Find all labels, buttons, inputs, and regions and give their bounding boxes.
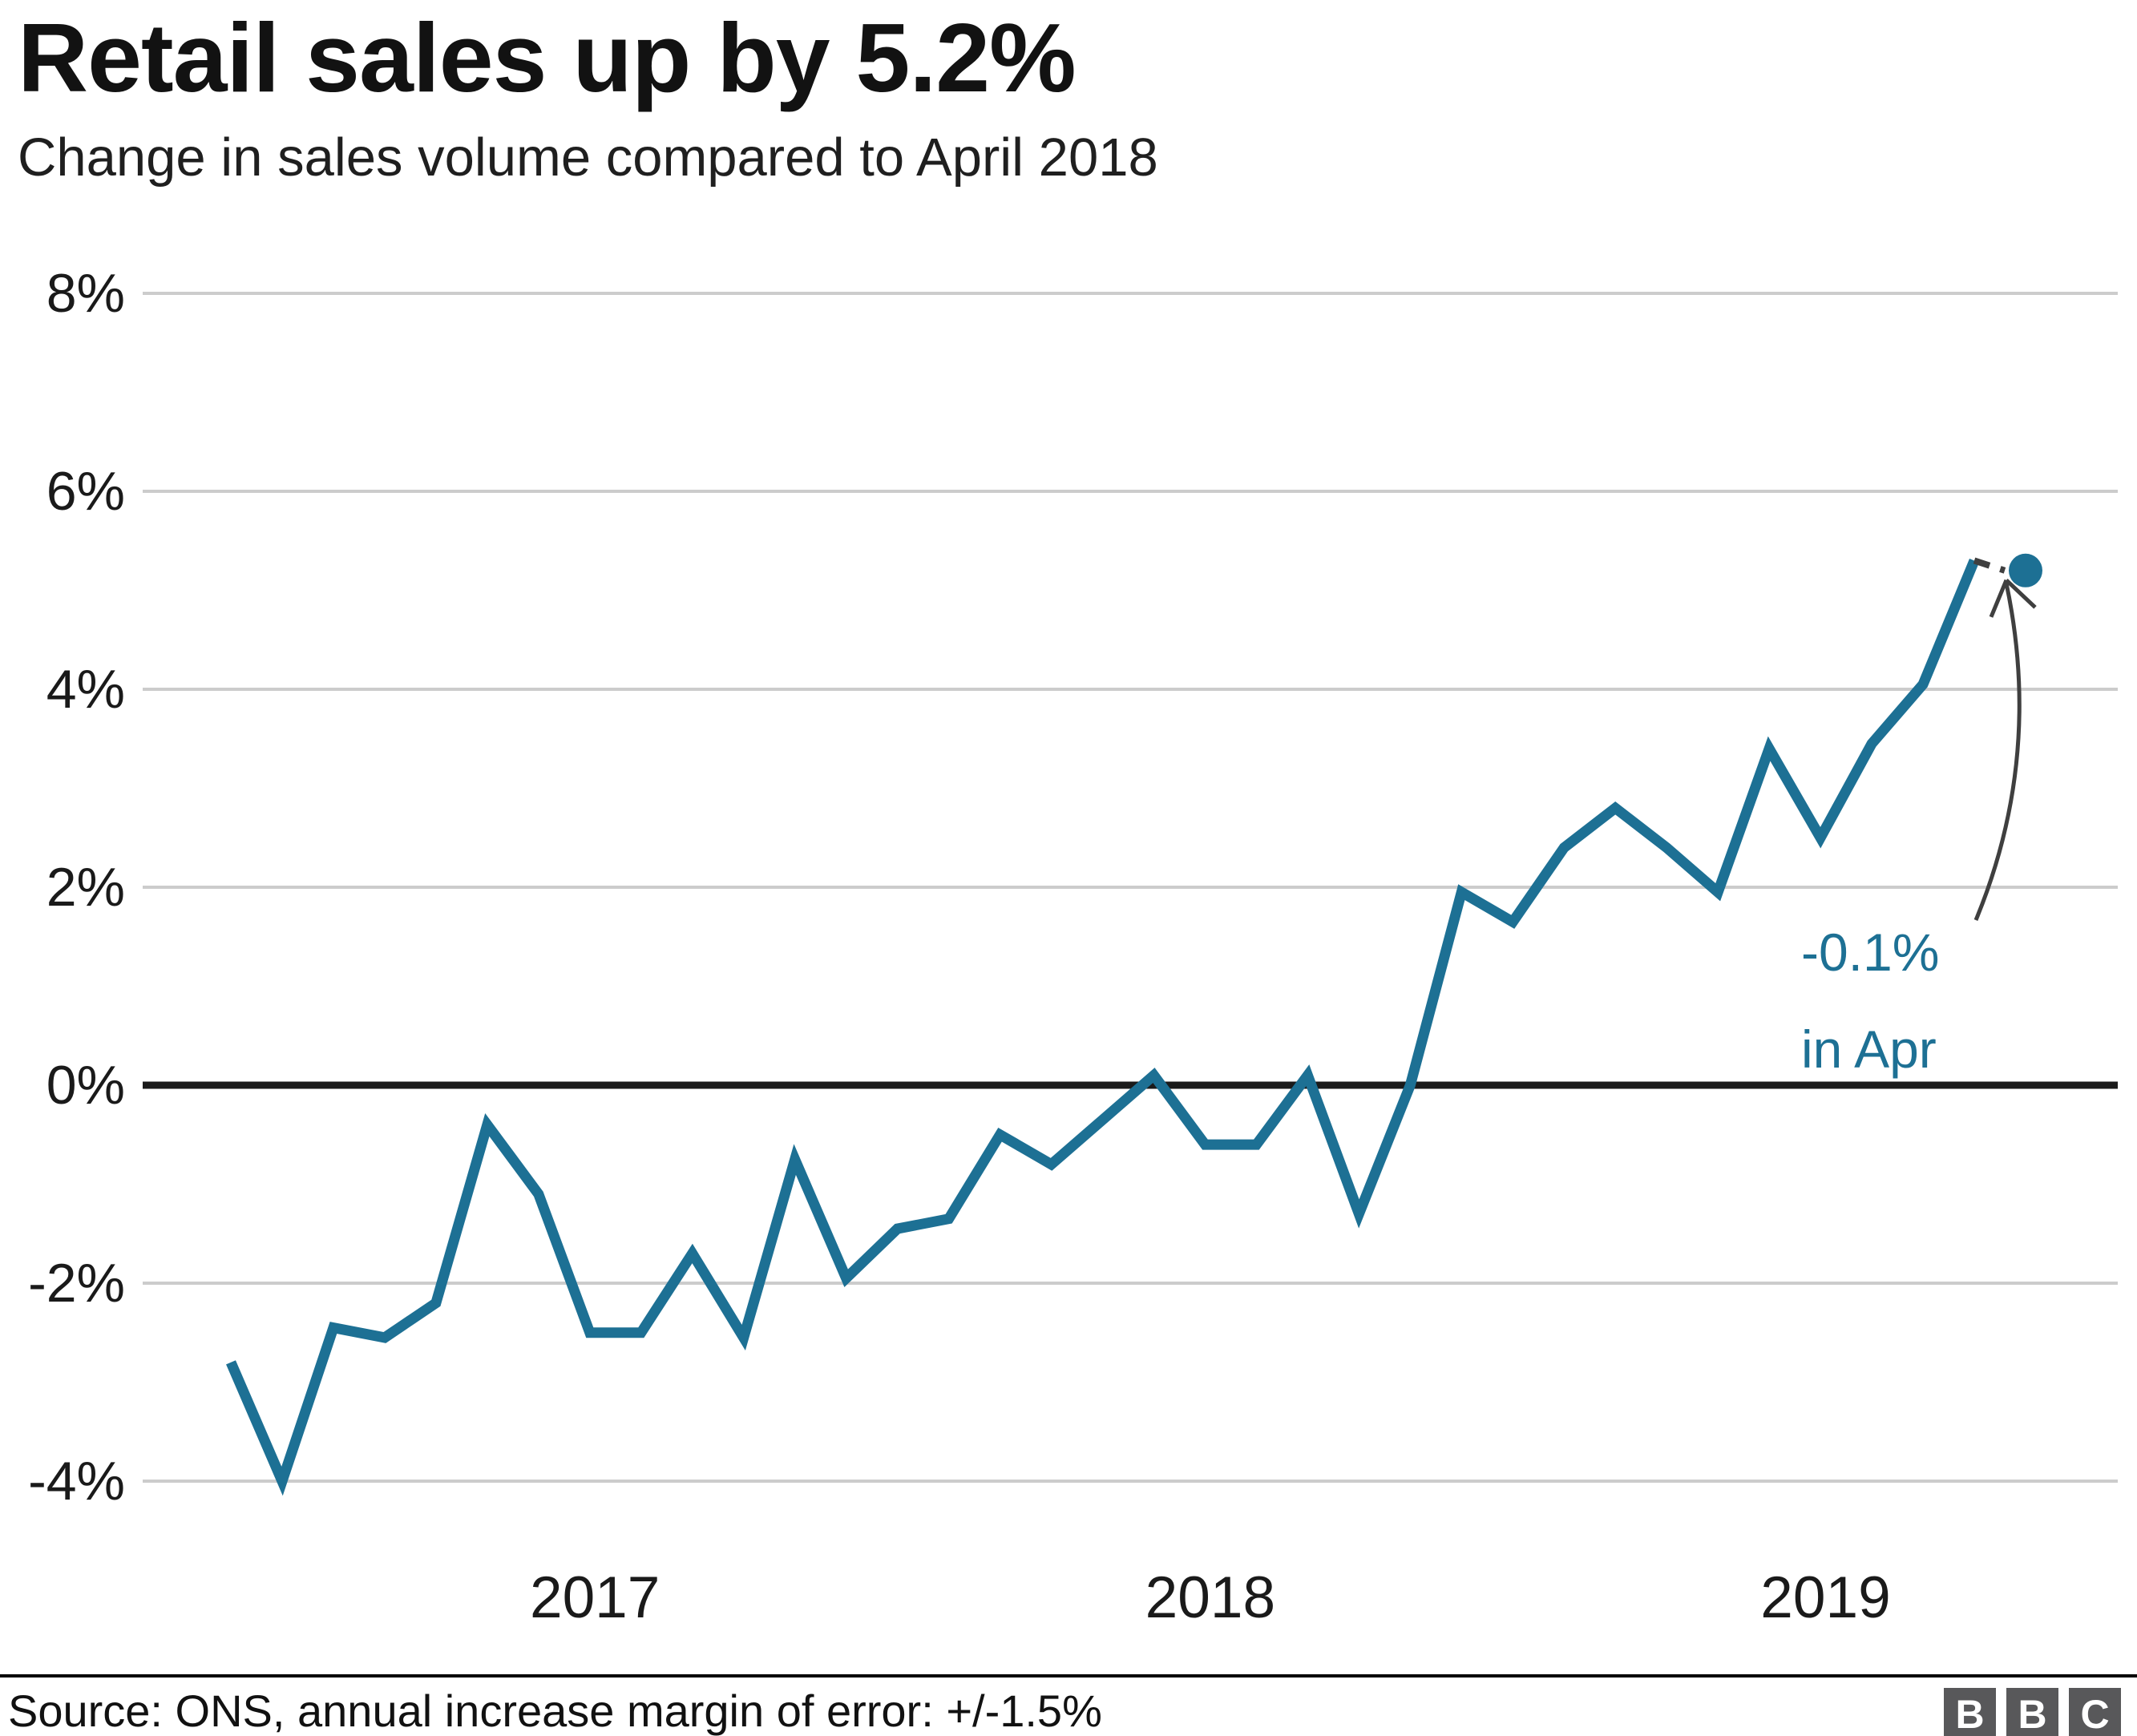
chart-title: Retail sales up by 5.2% xyxy=(18,3,1077,112)
footer-divider xyxy=(0,1674,2137,1677)
dashed-final-segment xyxy=(1973,557,2006,574)
annotation-value: -0.1% xyxy=(1801,923,1940,982)
y-axis-tick-label: 4% xyxy=(46,659,125,720)
source-note: Source: ONS, annual increase margin of e… xyxy=(8,1686,1102,1736)
y-axis-tick-label: -2% xyxy=(28,1253,125,1314)
annotation-month: in Apr xyxy=(1801,1019,1937,1079)
last-point-annotation: -0.1% in Apr xyxy=(1801,904,1939,1098)
x-axis-year-label: 2019 xyxy=(1760,1565,1891,1630)
latest-value-dot xyxy=(2008,553,2042,587)
bbc-logo-block-1: B xyxy=(1944,1688,1996,1736)
sales-line xyxy=(226,558,1980,1496)
y-axis-tick-label: 8% xyxy=(46,263,125,324)
bbc-logo-block-2: B xyxy=(2006,1688,2058,1736)
y-axis-tick-label: -4% xyxy=(28,1451,125,1512)
y-axis-tick-label: 6% xyxy=(46,461,125,522)
x-axis-year-label: 2018 xyxy=(1145,1565,1276,1630)
y-axis-tick-label: 0% xyxy=(46,1055,125,1116)
bbc-logo-block-3: C xyxy=(2069,1688,2121,1736)
chart-subtitle: Change in sales volume compared to April… xyxy=(18,127,1158,188)
annotation-arrow xyxy=(1973,583,2022,921)
x-axis-year-label: 2017 xyxy=(529,1565,660,1630)
annotation-arrowhead xyxy=(1989,578,2037,618)
bbc-logo: B B C xyxy=(1944,1688,2121,1736)
y-axis-tick-label: 2% xyxy=(46,857,125,918)
